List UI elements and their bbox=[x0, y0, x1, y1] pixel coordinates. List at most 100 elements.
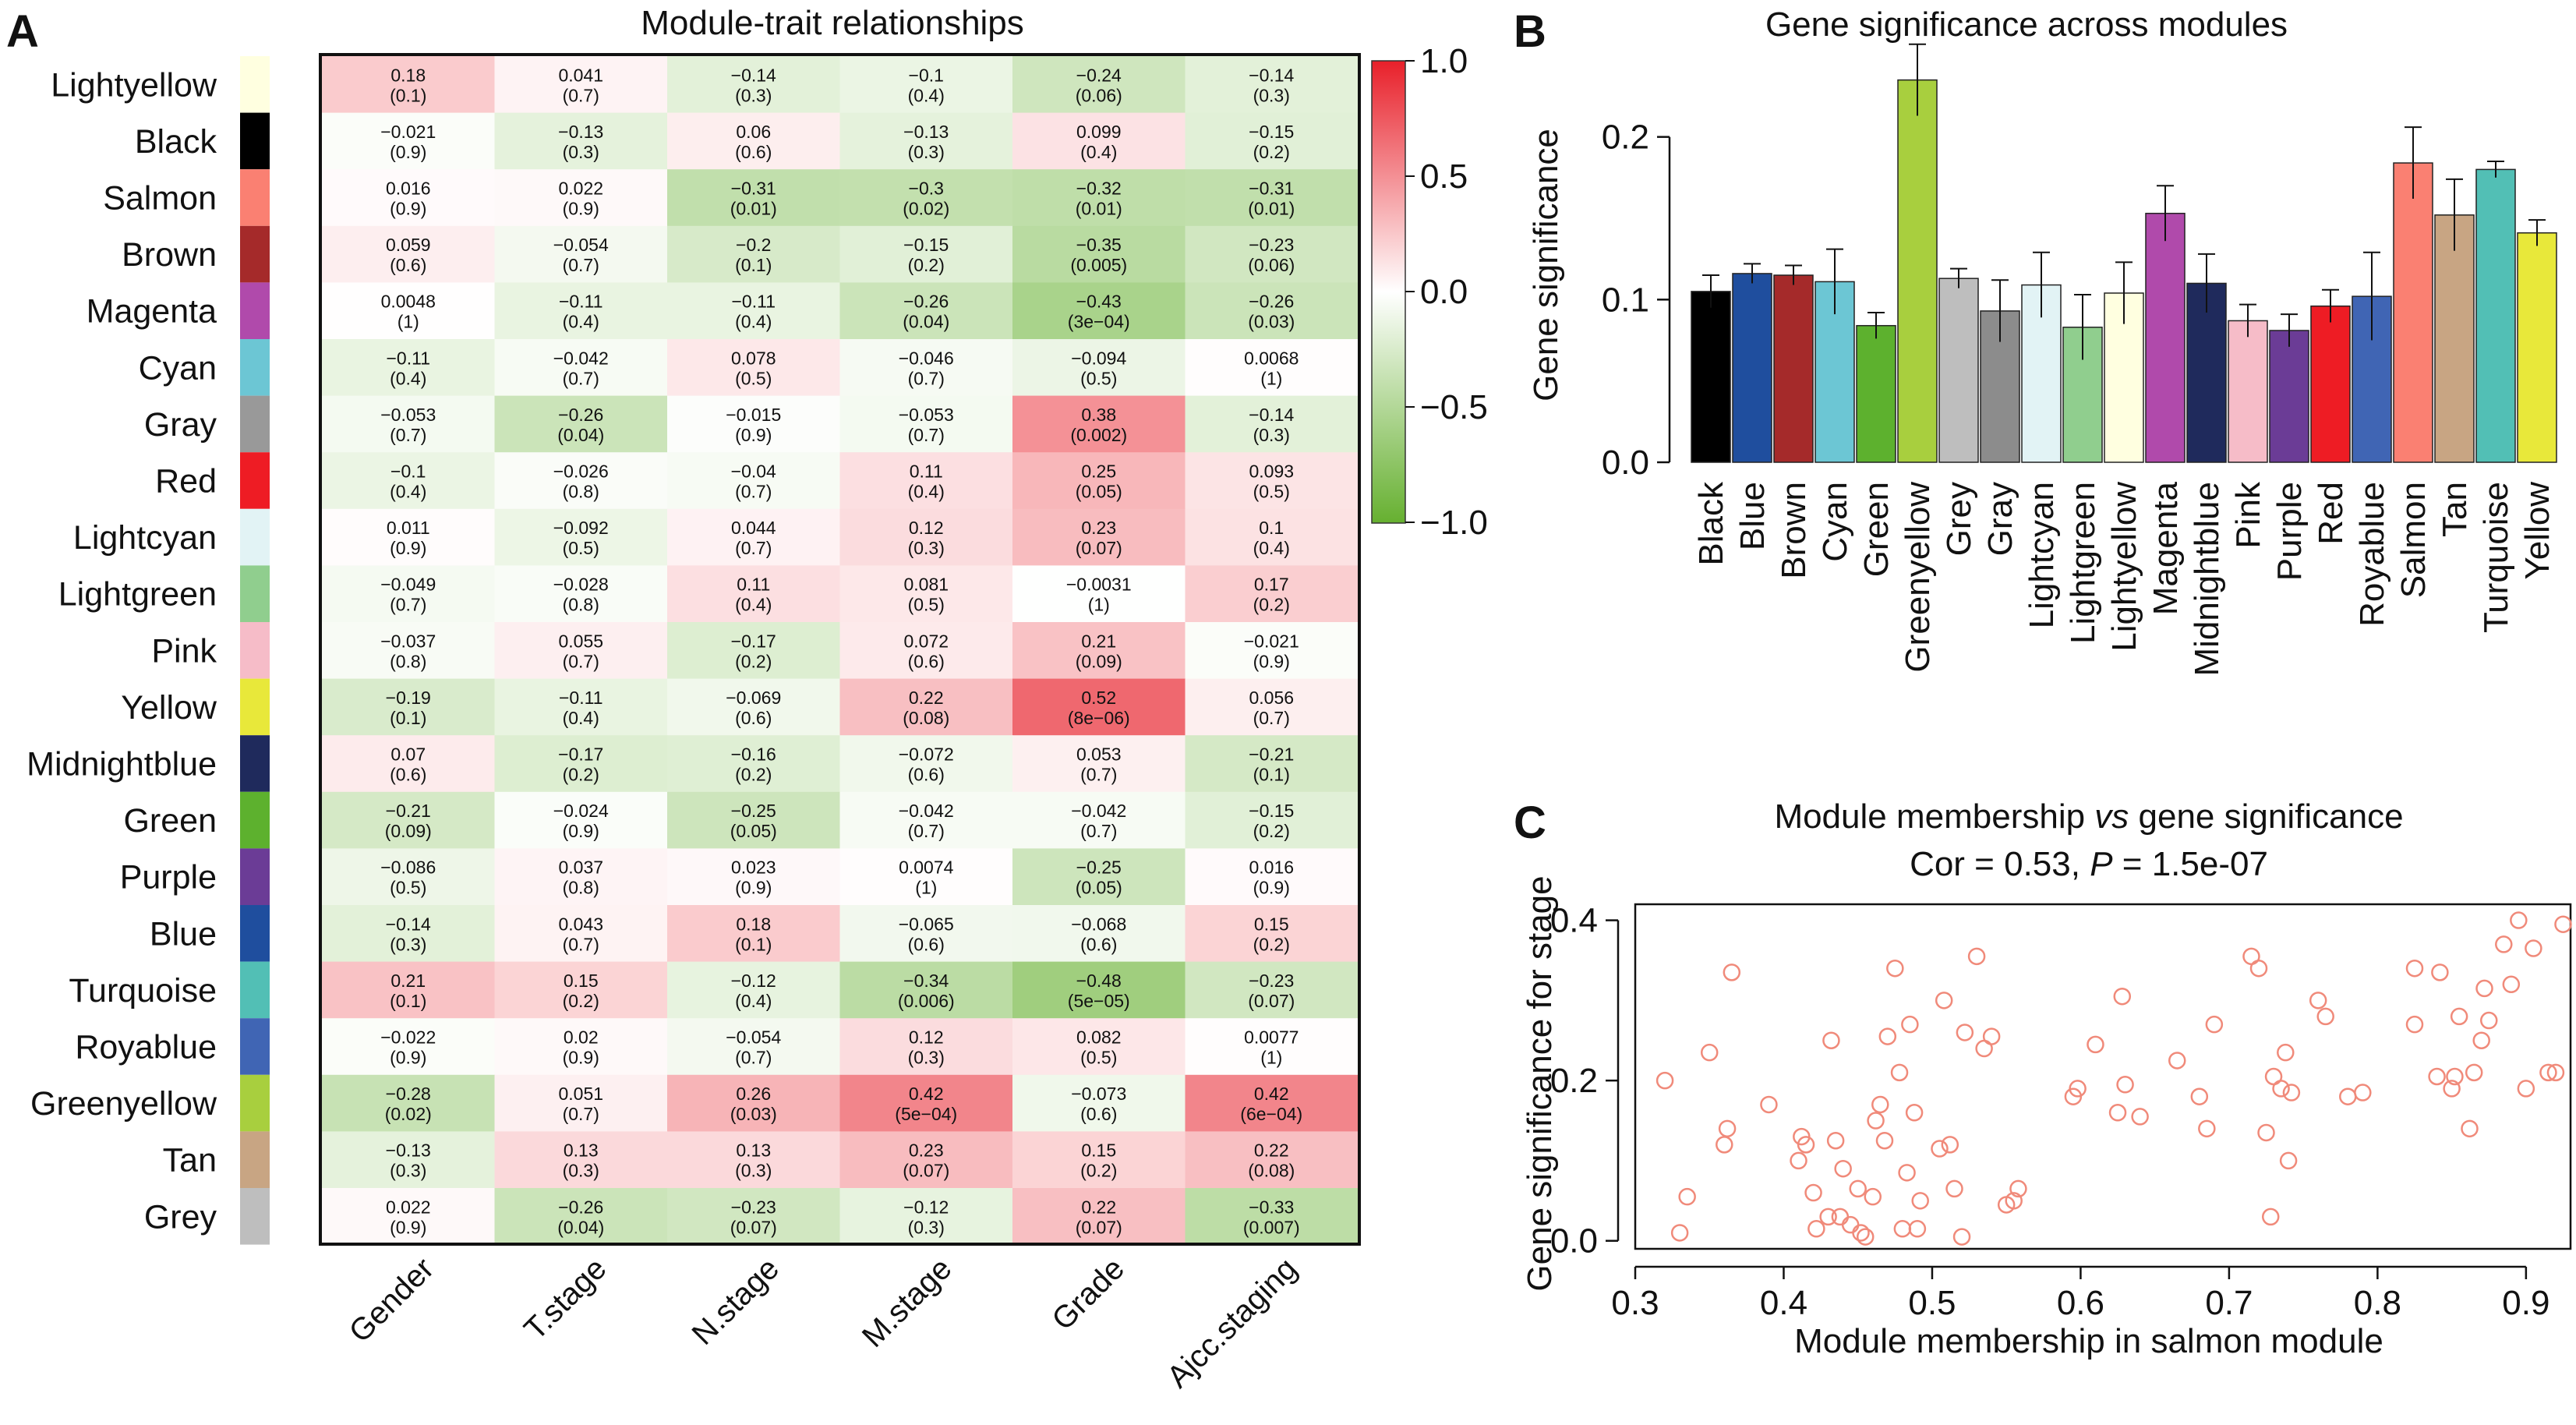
heatmap-cell bbox=[667, 169, 841, 227]
cell-correlation: −0.065 bbox=[899, 914, 954, 934]
heatmap-cell bbox=[667, 1074, 841, 1132]
scatter-point bbox=[1956, 1024, 1974, 1041]
cell-correlation: −0.054 bbox=[553, 235, 609, 255]
module-label: Red bbox=[155, 463, 217, 500]
bar-category-label: Black bbox=[1692, 481, 1730, 566]
heatmap-cell bbox=[839, 1074, 1013, 1132]
scatter-y-axis-title: Gene significance for stage bbox=[1521, 875, 1559, 1291]
heatmap-cell bbox=[322, 452, 496, 510]
module-label: Gray bbox=[144, 406, 217, 444]
scatter-point bbox=[2198, 1119, 2216, 1138]
cell-pvalue: (0.06) bbox=[1076, 85, 1122, 105]
cell-pvalue: (8e−06) bbox=[1068, 708, 1130, 728]
cell-pvalue: (0.5) bbox=[563, 538, 599, 558]
heatmap-cell bbox=[322, 1018, 496, 1076]
cell-correlation: 0.07 bbox=[390, 744, 426, 765]
cell-pvalue: (0.9) bbox=[390, 1048, 426, 1068]
cell-correlation: −0.0031 bbox=[1066, 575, 1132, 595]
heatmap-cell bbox=[839, 452, 1013, 510]
cell-correlation: −0.14 bbox=[731, 65, 776, 85]
cell-pvalue: (0.6) bbox=[735, 708, 772, 728]
scatter-point bbox=[1911, 1192, 1929, 1210]
cell-correlation: 0.0074 bbox=[899, 857, 954, 878]
cell-correlation: 0.13 bbox=[736, 1140, 771, 1161]
cell-correlation: 0.053 bbox=[1076, 744, 1122, 765]
scatter-point bbox=[2554, 915, 2572, 933]
cell-pvalue: (0.8) bbox=[390, 651, 426, 671]
bar-category-label: Tan bbox=[2436, 482, 2474, 537]
heatmap-cell bbox=[667, 282, 841, 340]
cell-pvalue: (0.4) bbox=[563, 312, 599, 332]
panel-label-b: B bbox=[1514, 6, 1546, 57]
scatter-point bbox=[2309, 992, 2327, 1010]
cell-correlation: −0.34 bbox=[903, 971, 949, 991]
bar-category-label: Red bbox=[2312, 482, 2350, 545]
heatmap-cell bbox=[494, 565, 668, 623]
bar-category-label: Purple bbox=[2270, 482, 2309, 581]
heatmap-cell bbox=[1012, 395, 1186, 453]
heatmap-frame bbox=[319, 53, 1361, 1246]
heatmap-cells: 0.18(0.1)0.041(0.7)−0.14(0.3)−0.1(0.4)−0… bbox=[322, 56, 1359, 1246]
scatter-x-tick-label: 0.8 bbox=[2354, 1284, 2401, 1322]
cell-pvalue: (0.4) bbox=[563, 708, 599, 728]
cell-correlation: 0.23 bbox=[909, 1140, 944, 1161]
cell-correlation: 0.022 bbox=[386, 1197, 431, 1217]
cell-correlation: −0.26 bbox=[558, 1197, 603, 1217]
scatter-point bbox=[1670, 1224, 1689, 1242]
cell-pvalue: (0.5) bbox=[1253, 482, 1290, 502]
bar bbox=[2475, 168, 2516, 463]
cell-pvalue: (0.8) bbox=[563, 878, 599, 898]
cell-correlation: −0.11 bbox=[387, 348, 431, 368]
scatter-point bbox=[2405, 1015, 2424, 1034]
scatter-point bbox=[1905, 1104, 1924, 1122]
cell-correlation: −0.1 bbox=[390, 461, 426, 482]
cell-correlation: −0.072 bbox=[899, 744, 954, 765]
heatmap-cell bbox=[839, 339, 1013, 397]
cell-pvalue: (0.2) bbox=[1253, 934, 1290, 954]
module-label: Magenta bbox=[87, 293, 217, 331]
cell-correlation: −0.028 bbox=[553, 575, 609, 595]
scatter-title: Module membership vs gene significance bbox=[1774, 797, 2403, 836]
cell-correlation: −0.43 bbox=[1076, 292, 1122, 312]
scatter-point bbox=[1935, 992, 1953, 1010]
bar bbox=[1732, 273, 1772, 463]
scatter-point bbox=[2465, 1063, 2483, 1082]
module-color-swatch bbox=[240, 112, 270, 170]
cell-pvalue: (0.006) bbox=[898, 991, 955, 1011]
cell-pvalue: (1) bbox=[398, 312, 419, 332]
cell-correlation: 0.22 bbox=[909, 688, 944, 708]
cell-pvalue: (0.7) bbox=[908, 425, 945, 445]
cell-pvalue: (0.3) bbox=[563, 142, 599, 162]
module-label: Pink bbox=[151, 632, 217, 670]
cell-pvalue: (0.007) bbox=[1243, 1217, 1300, 1237]
scatter-point bbox=[1716, 1136, 1733, 1154]
cell-correlation: −0.14 bbox=[1249, 65, 1294, 85]
cell-pvalue: (0.5) bbox=[908, 595, 945, 615]
scatter-y-tick-label: 0.4 bbox=[1550, 902, 1598, 940]
heatmap-cell bbox=[322, 508, 496, 566]
scatter-point bbox=[2005, 1192, 2023, 1210]
bar bbox=[2186, 282, 2227, 463]
panel-a-module-trait-heatmap: A Module-trait relationships Lightyellow… bbox=[6, 4, 1488, 1395]
module-label: Turquoise bbox=[69, 972, 217, 1010]
cell-pvalue: (0.5) bbox=[1080, 1048, 1117, 1068]
cell-pvalue: (0.7) bbox=[1080, 821, 1117, 841]
scatter-point bbox=[2257, 1123, 2275, 1142]
heatmap-cell bbox=[322, 339, 496, 397]
cell-pvalue: (0.06) bbox=[1248, 255, 1295, 275]
cell-pvalue: (0.03) bbox=[730, 1104, 777, 1124]
heatmap-cell bbox=[494, 791, 668, 849]
cell-correlation: −0.33 bbox=[1249, 1197, 1294, 1217]
cell-pvalue: (0.1) bbox=[1253, 765, 1290, 785]
bar bbox=[2228, 320, 2268, 463]
scatter-point bbox=[2261, 1208, 2280, 1226]
cell-correlation: 0.38 bbox=[1081, 405, 1116, 425]
module-color-swatch bbox=[240, 169, 270, 226]
scatter-point bbox=[2282, 1084, 2301, 1101]
cell-pvalue: (0.002) bbox=[1070, 425, 1127, 445]
cell-correlation: −0.053 bbox=[899, 405, 954, 425]
cell-correlation: −0.15 bbox=[1249, 801, 1294, 821]
scatter-point bbox=[2461, 1119, 2479, 1138]
bar-y-axis-title: Gene significance bbox=[1527, 129, 1565, 401]
cell-correlation: 0.23 bbox=[1081, 518, 1116, 538]
